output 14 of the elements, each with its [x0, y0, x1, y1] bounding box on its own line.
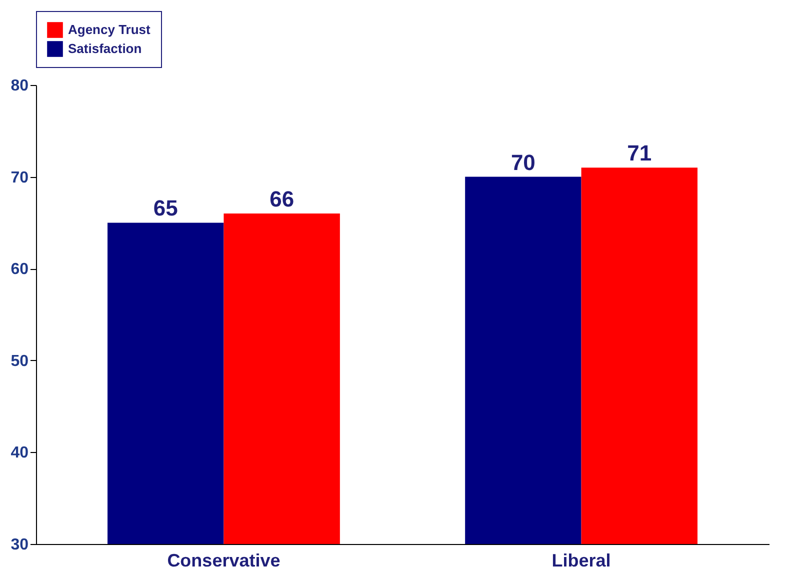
y-tick-label: 70 — [10, 169, 29, 186]
data-label: 65 — [153, 196, 178, 221]
x-tick-label: Conservative — [167, 550, 280, 570]
data-label: 71 — [627, 140, 652, 166]
data-label: 70 — [510, 150, 536, 175]
legend-label: Agency Trust — [68, 22, 152, 37]
y-tick-label: 30 — [10, 536, 29, 554]
y-tick-label: 60 — [10, 261, 29, 278]
data-label: 66 — [270, 186, 294, 212]
y-tick-label: 40 — [10, 444, 29, 462]
legend-label: Satisfaction — [68, 41, 142, 56]
y-tick-label: 80 — [10, 78, 29, 94]
x-tick-label: Liberal — [552, 550, 611, 570]
y-tick-label: 50 — [10, 352, 29, 370]
